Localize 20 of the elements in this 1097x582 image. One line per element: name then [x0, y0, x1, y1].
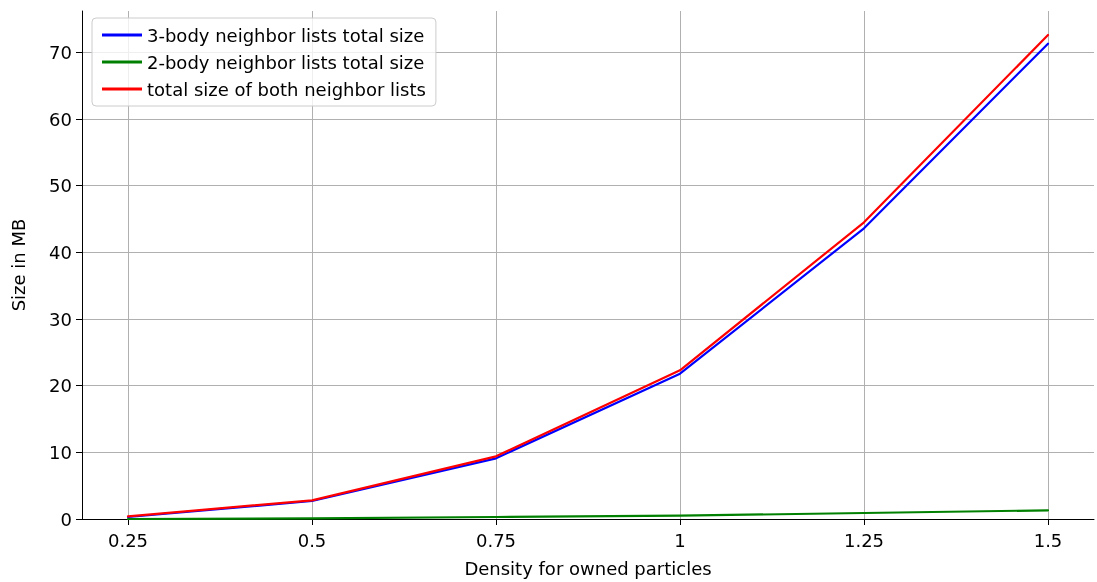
- y-tick-label: 10: [49, 441, 72, 463]
- legend-label: 2-body neighbor lists total size: [147, 51, 425, 73]
- x-axis-title: Density for owned particles: [464, 557, 712, 579]
- y-tick-label: 60: [49, 108, 72, 130]
- x-tick-label: 1.5: [1033, 529, 1063, 551]
- x-tick-label: 1: [674, 529, 686, 551]
- y-axis-title: Size in MB: [7, 218, 29, 312]
- x-tick-label: 0.25: [107, 529, 149, 551]
- y-tick-label: 30: [49, 308, 72, 330]
- x-tick-label: 0.75: [475, 529, 517, 551]
- y-tick-label: 20: [49, 375, 72, 397]
- legend-label: total size of both neighbor lists: [147, 78, 426, 100]
- legend-label: 3-body neighbor lists total size: [147, 24, 425, 46]
- y-tick-label: 70: [49, 41, 72, 63]
- x-tick-label: 0.5: [297, 529, 327, 551]
- y-tick-label: 40: [49, 241, 72, 263]
- x-tick-label: 1.25: [843, 529, 885, 551]
- y-tick-label: 50: [49, 175, 72, 197]
- line-series: [126, 509, 1050, 521]
- y-tick-label: 0: [60, 508, 72, 530]
